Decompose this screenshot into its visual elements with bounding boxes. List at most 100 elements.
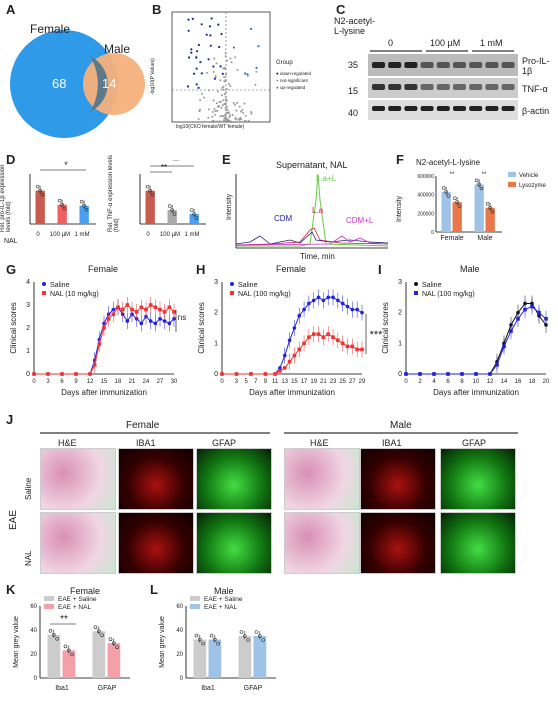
band-actin — [501, 106, 515, 111]
volcano-points — [187, 17, 260, 123]
legend-marker — [42, 282, 46, 286]
data-point — [316, 295, 321, 300]
j-stain-iba1-m: IBA1 — [382, 438, 402, 448]
ytick-label: 60 — [176, 604, 183, 610]
volcano-point — [239, 116, 242, 119]
volcano-point — [224, 114, 227, 116]
data-point — [345, 304, 350, 309]
data-point — [287, 359, 292, 364]
data-point — [516, 317, 520, 321]
xtick-label: 21 — [129, 379, 136, 385]
h-title: Female — [276, 264, 307, 274]
l-title: Male — [214, 586, 234, 596]
volcano-point — [242, 111, 245, 114]
band-tnf — [404, 84, 418, 90]
data-dot — [62, 206, 67, 211]
bar — [167, 210, 177, 224]
xtick-label: 27 — [349, 379, 356, 385]
d-right-ylabel: Rel. TNF-α expression levels (fold) — [108, 154, 120, 232]
legend-label: NAL (100 mg/kg) — [238, 291, 291, 298]
ylabel: Clinical scores — [197, 302, 206, 354]
volcano-point — [243, 102, 246, 105]
mw-35: 35 — [348, 60, 359, 70]
volcano-point — [238, 118, 241, 121]
volcano-point — [224, 52, 227, 55]
volcano-point — [219, 79, 222, 82]
data-point — [495, 363, 499, 367]
venn-female-count: 68 — [52, 76, 67, 91]
volcano-point — [221, 104, 224, 107]
data-dot — [93, 625, 98, 630]
band-tnf — [372, 84, 385, 90]
volcano-point — [223, 76, 226, 79]
volcano-point-down — [197, 86, 200, 89]
volcano-point — [224, 106, 227, 109]
volcano-point — [226, 59, 229, 62]
volcano-point — [234, 103, 236, 106]
data-dot — [261, 638, 265, 642]
volcano-point — [216, 120, 219, 123]
xtick-label: 3 — [46, 379, 50, 385]
xtick-label: 6 — [446, 379, 450, 385]
xtick-label: 0 — [220, 379, 224, 385]
volcano-point-down — [199, 61, 202, 64]
data-point — [220, 372, 224, 376]
data-dot — [254, 630, 259, 634]
micrograph-female-iba1-nal — [118, 512, 194, 574]
legend-label: Saline — [238, 282, 258, 289]
legend-swatch-lysozyme — [508, 182, 516, 187]
h-sig: *** — [370, 329, 384, 341]
data-point — [474, 372, 478, 376]
data-point — [537, 310, 541, 315]
f-legend-vehicle: Vehicle — [519, 173, 539, 179]
volcano-point — [219, 115, 222, 118]
data-point — [97, 342, 102, 346]
f-xtick: Male — [477, 235, 492, 242]
data-point — [162, 310, 167, 314]
peak-la: L.a — [312, 206, 324, 215]
bar — [79, 205, 89, 224]
data-dot — [194, 216, 199, 220]
volcano-point-down — [190, 48, 193, 51]
data-point — [282, 366, 287, 370]
volcano-point — [224, 95, 227, 98]
volcano-point — [221, 114, 224, 117]
micrograph-male-he-nal — [284, 512, 360, 574]
venn-overlap — [90, 56, 108, 112]
volcano-point — [222, 115, 225, 118]
bar — [92, 631, 106, 678]
data-dot — [239, 630, 244, 634]
volcano-point — [240, 110, 242, 113]
xtick-label: 19 — [310, 379, 317, 385]
peak-la-l: L.a+L — [316, 174, 337, 183]
volcano-point — [217, 106, 219, 108]
micrograph-male-gfap-saline — [440, 448, 516, 510]
trace-la — [235, 227, 389, 246]
data-point — [111, 312, 116, 316]
g-sig: ns — [178, 313, 186, 322]
f-ytick: 200000 — [417, 211, 434, 217]
volcano-point — [203, 120, 206, 123]
data-point — [345, 344, 350, 349]
f-ytick: 400000 — [417, 193, 434, 199]
data-dot — [100, 633, 104, 638]
volcano-point — [223, 103, 226, 105]
data-point — [509, 329, 513, 333]
micrograph-female-gfap-nal — [196, 512, 272, 574]
volcano-point — [241, 108, 244, 111]
ytick-label: 4 — [26, 279, 30, 286]
d-nal-label: NAL — [4, 238, 18, 245]
band-actin — [372, 106, 385, 111]
micrograph-male-iba1-saline — [360, 448, 436, 510]
xtick-label: 4 — [432, 379, 436, 385]
chromatogram — [235, 173, 389, 249]
bar — [208, 639, 222, 678]
volcano-point-down — [205, 33, 208, 36]
data-point — [432, 372, 436, 376]
trace-cdm-l — [235, 235, 389, 246]
xtick-label: 23 — [330, 379, 337, 385]
volcano-point — [224, 120, 227, 123]
j-row-nal: NAL — [24, 550, 33, 566]
f-xtick: Female — [440, 235, 463, 242]
